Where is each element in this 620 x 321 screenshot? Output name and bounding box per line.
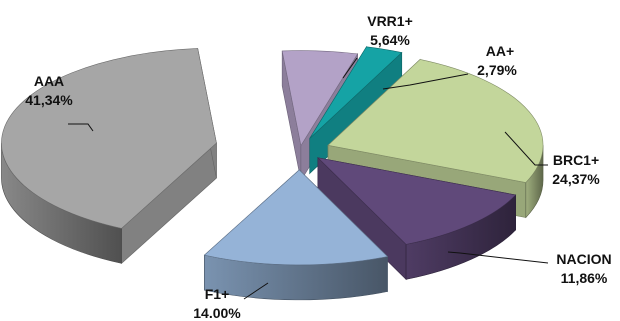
label-aa-name: AA+: [486, 43, 514, 59]
slice-nacion: [316, 157, 517, 245]
leader-aaa: [68, 123, 94, 132]
label-nacion-name: NACION: [556, 251, 611, 267]
slice-brc1: [327, 59, 544, 183]
label-aa-value: 2,79%: [477, 62, 517, 78]
leader-nacion: [447, 251, 549, 264]
leader-aa: [382, 73, 469, 90]
slice-aa: [309, 46, 403, 139]
slice-f1: [203, 169, 389, 266]
leader-f1: [243, 282, 269, 300]
leader-lines: [68, 57, 549, 300]
leader-vrr1: [342, 57, 358, 79]
label-nacion-value: 11,86%: [561, 270, 608, 286]
label-vrr1-name: VRR1+: [367, 13, 413, 29]
label-f1-value: 14.00%: [193, 305, 241, 321]
label-brc1-name: BRC1+: [553, 152, 599, 168]
leader-brc1: [504, 131, 548, 166]
slice-aaa: [1, 48, 217, 229]
slice-vrr1: [281, 50, 359, 147]
label-aaa-value: 41,34%: [25, 92, 73, 108]
label-aaa-name: AAA: [34, 73, 64, 89]
label-f1-name: F1+: [205, 286, 230, 302]
label-brc1-value: 24,37%: [552, 171, 600, 187]
pie-tops: [1, 46, 544, 266]
label-vrr1-value: 5,64%: [370, 32, 410, 48]
